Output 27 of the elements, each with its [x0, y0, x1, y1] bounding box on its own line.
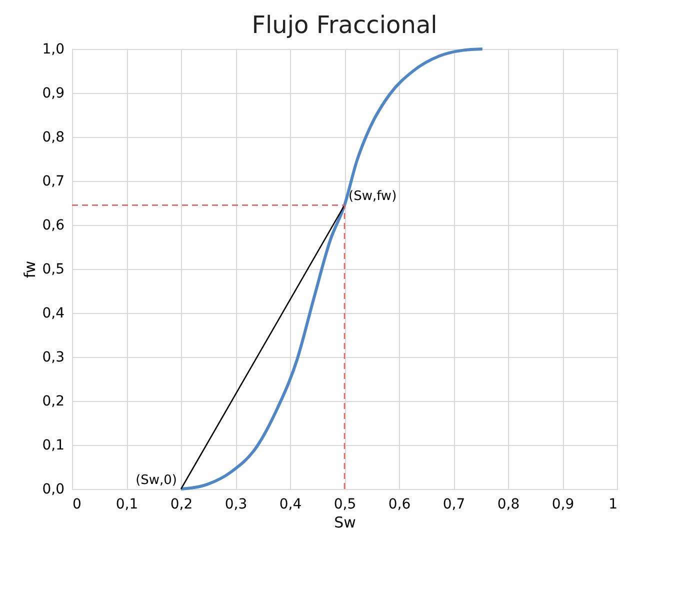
- y-tick-label: 0,3: [42, 350, 64, 366]
- x-tick-label: 0: [72, 496, 82, 512]
- x-tick-label: 0,3: [224, 496, 248, 512]
- x-tick-label: 0,5: [334, 496, 356, 512]
- x-axis-title: Sw: [334, 514, 356, 532]
- x-tick-label: 0,6: [388, 496, 411, 512]
- y-tick-label: 0,7: [42, 174, 64, 190]
- annotation: (Sw,0): [136, 473, 177, 488]
- y-tick-label: 0,1: [42, 438, 64, 454]
- x-tick-label: 0,2: [170, 496, 193, 512]
- y-axis-title: fw: [21, 260, 40, 278]
- x-tick-label: 0,1: [116, 496, 138, 512]
- chart-title: Flujo Fraccional: [252, 11, 438, 39]
- y-tick-label: 0,6: [42, 218, 65, 234]
- x-tick-label: 0,4: [279, 496, 302, 512]
- x-tick-label: 1: [608, 496, 618, 512]
- x-tick-label: 0,8: [497, 496, 520, 512]
- y-tick-label: 0,5: [42, 262, 64, 278]
- annotation: (Sw,fw): [348, 189, 397, 204]
- y-tick-label: 0,0: [42, 482, 64, 498]
- y-tick-label: 1,0: [42, 42, 64, 58]
- y-tick-label: 0,9: [42, 86, 64, 102]
- y-tick-label: 0,2: [42, 394, 64, 410]
- y-tick-label: 0,4: [42, 306, 65, 322]
- x-tick-label: 0,9: [552, 496, 574, 512]
- x-tick-label: 0,7: [442, 496, 466, 512]
- y-tick-label: 0,8: [42, 130, 64, 146]
